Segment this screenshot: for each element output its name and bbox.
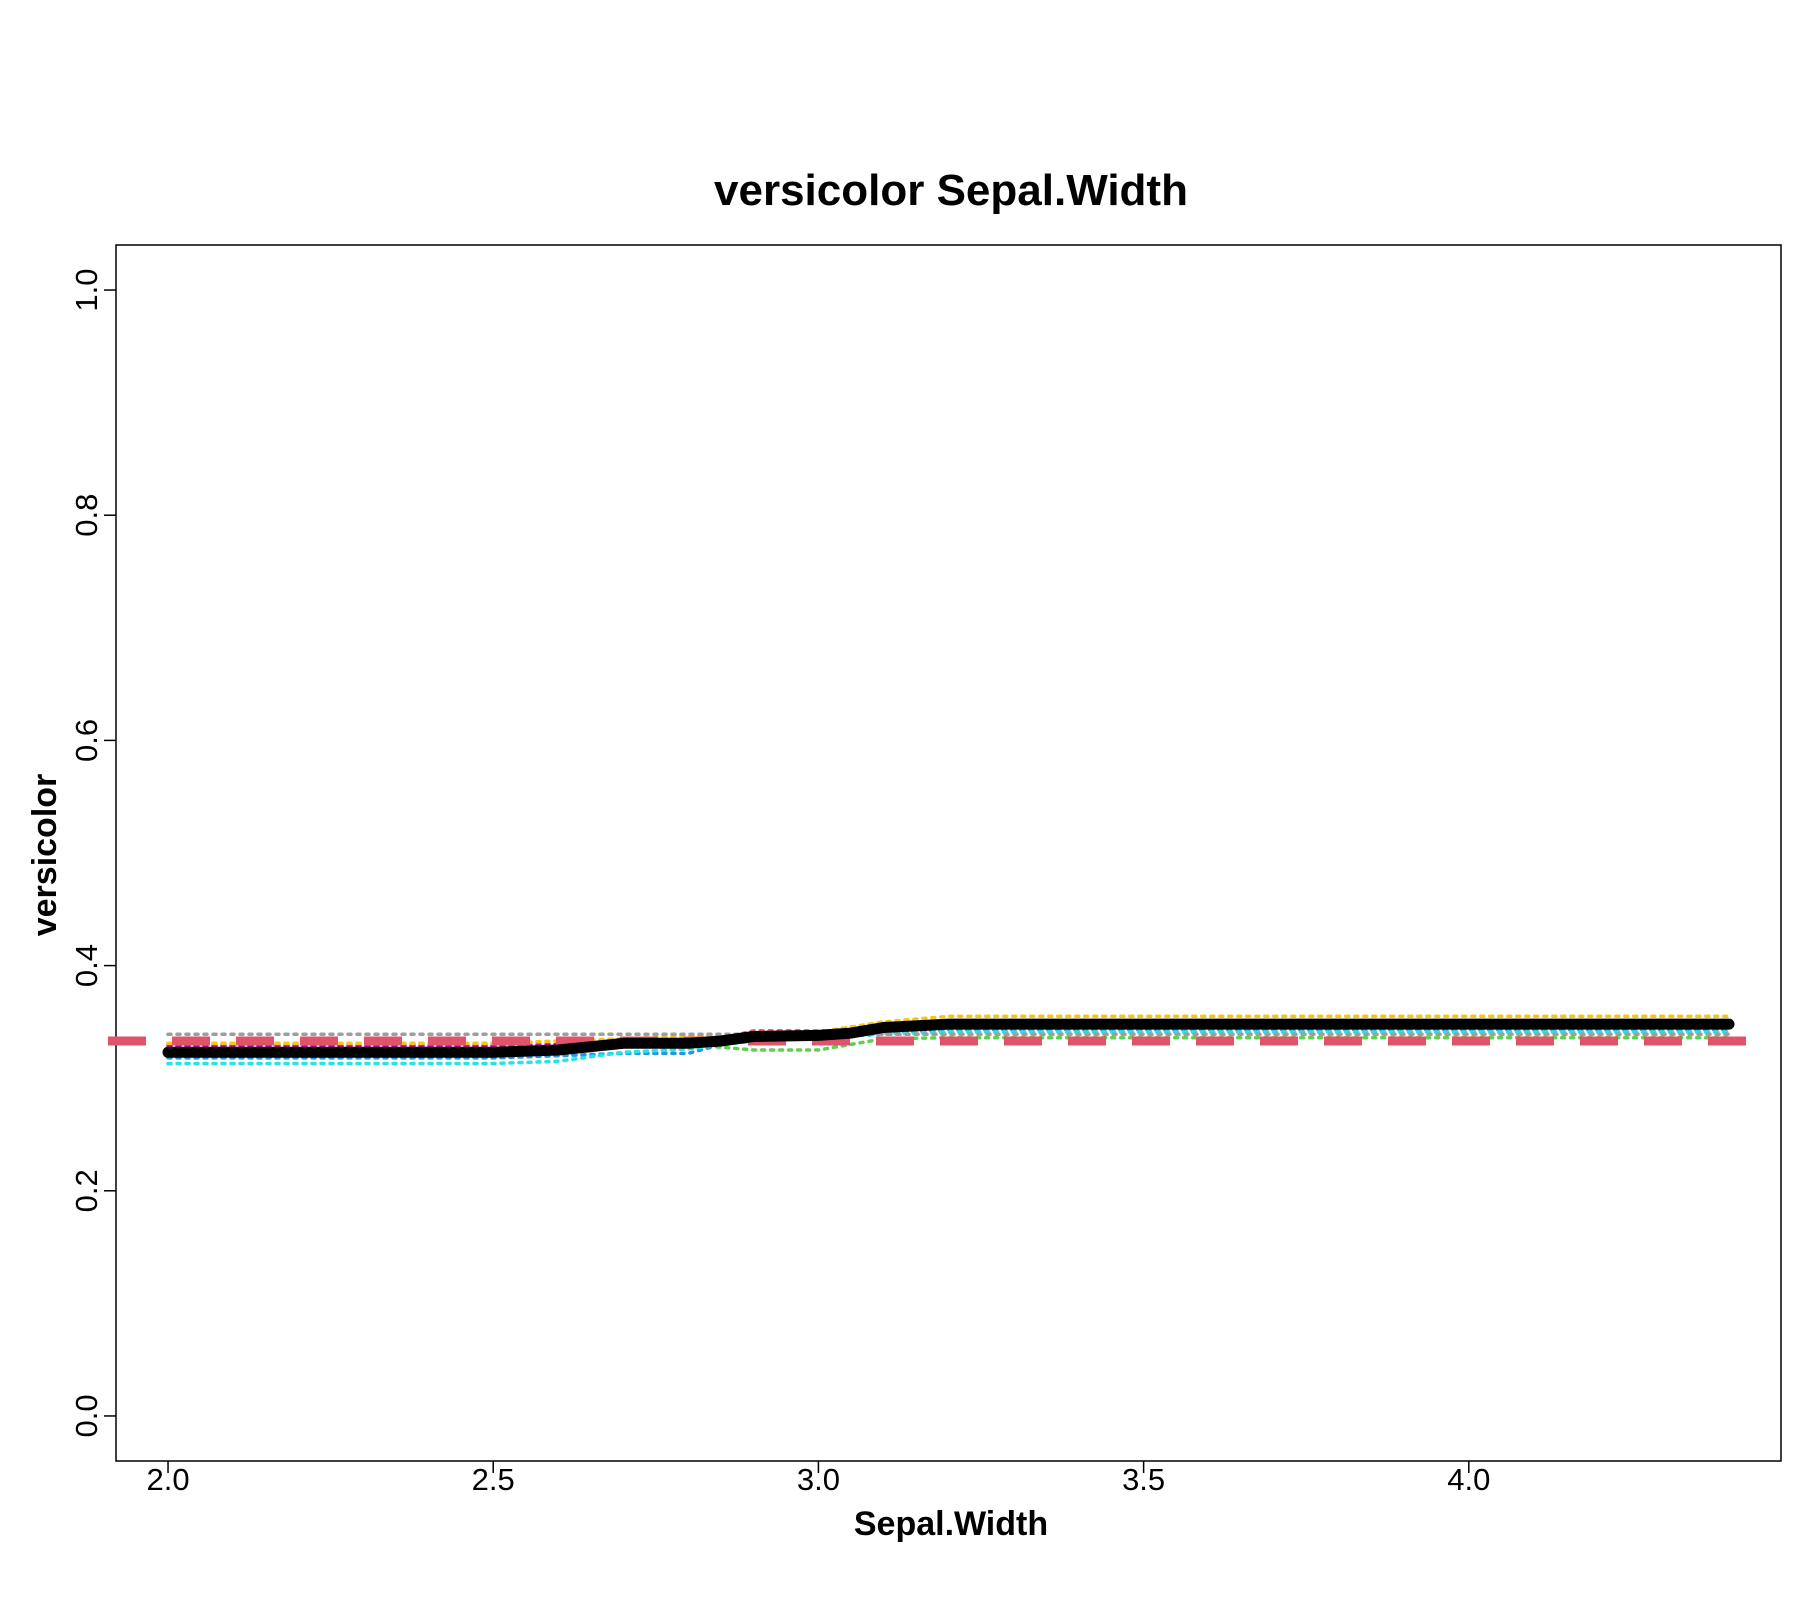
y-tick-label: 1.0 xyxy=(69,268,104,311)
x-axis: 2.0 2.5 3.0 3.5 4.0 xyxy=(146,1461,1490,1497)
plot-frame xyxy=(115,244,1782,1462)
y-axis: 0.0 0.2 0.4 0.6 0.8 1.0 xyxy=(69,268,116,1438)
x-tick-label: 2.5 xyxy=(472,1462,515,1497)
y-tick-label: 0.0 xyxy=(69,1394,104,1437)
x-axis-title: Sepal.Width xyxy=(854,1505,1048,1543)
y-tick-label: 0.2 xyxy=(69,1169,104,1212)
y-tick-label: 0.6 xyxy=(69,719,104,762)
x-tick-label: 3.0 xyxy=(797,1462,840,1497)
x-tick-label: 4.0 xyxy=(1447,1462,1490,1497)
y-tick-label: 0.4 xyxy=(69,944,104,987)
y-axis-title: versicolor xyxy=(26,774,64,937)
main-series-line xyxy=(162,1018,1735,1058)
y-tick-label: 0.8 xyxy=(69,494,104,537)
series-layer xyxy=(108,1014,1760,1066)
x-tick-label: 2.0 xyxy=(146,1462,189,1497)
x-tick-label: 3.5 xyxy=(1122,1462,1165,1497)
chart-title: versicolor Sepal.Width xyxy=(714,166,1188,215)
